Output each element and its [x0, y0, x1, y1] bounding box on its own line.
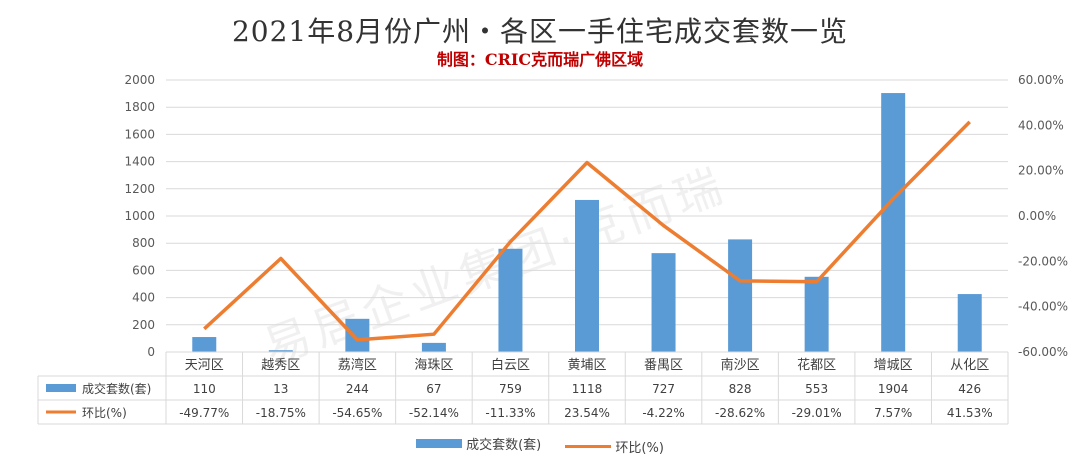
y-tick-label: 0: [147, 345, 155, 359]
x-tick-label: 黄埔区: [567, 358, 606, 373]
y-tick-label: 1000: [124, 209, 155, 223]
x-tick-label: 从化区: [950, 358, 989, 373]
y2-tick-label: 0.00%: [1018, 209, 1056, 223]
y2-tick-label: -60.00%: [1018, 345, 1068, 359]
bar: [575, 199, 599, 352]
x-tick-label: 增城区: [874, 358, 913, 373]
legend-bar: 成交套数(套): [416, 434, 541, 453]
table-cell: -11.33%: [485, 406, 535, 420]
x-tick-label: 越秀区: [261, 358, 300, 373]
table-cell: -28.62%: [715, 406, 765, 420]
y2-tick-label: -40.00%: [1018, 300, 1068, 314]
bar: [728, 239, 753, 352]
y2-tick-label: -20.00%: [1018, 254, 1068, 268]
y-tick-label: 1400: [124, 155, 155, 169]
table-cell: 41.53%: [947, 406, 993, 420]
y-tick-label: 800: [132, 236, 155, 250]
y-tick-label: 1200: [124, 182, 155, 196]
legend-line-label: 环比(%): [615, 441, 664, 456]
x-tick-label: 花都区: [797, 357, 836, 373]
table-row-header: 环比(%): [82, 406, 127, 420]
y2-tick-label: 40.00%: [1018, 118, 1064, 132]
x-tick-label: 南沙区: [721, 357, 760, 373]
legend-bar-label: 成交套数(套): [466, 438, 542, 453]
y-tick-label: 1600: [124, 127, 155, 141]
table-cell: 13: [273, 382, 288, 396]
table-cell: -4.22%: [642, 406, 684, 420]
y-tick-label: 1800: [124, 100, 155, 114]
y2-tick-label: 60.00%: [1018, 73, 1064, 87]
x-tick-label: 荔湾区: [338, 357, 377, 373]
table-cell: 110: [193, 382, 216, 396]
bar: [957, 294, 982, 352]
legend-bar-swatch: [416, 439, 463, 448]
bar: [421, 342, 446, 352]
y-tick-label: 200: [132, 318, 155, 332]
table-cell: 727: [652, 382, 675, 396]
bar: [498, 248, 523, 352]
series-line: [203, 120, 971, 342]
table-cell: 553: [805, 382, 828, 396]
bar: [804, 276, 829, 352]
table-cell: 7.57%: [874, 406, 912, 420]
y2-tick-label: 20.00%: [1018, 164, 1064, 178]
x-tick-label: 白云区: [491, 357, 530, 373]
table-cell: 828: [729, 382, 752, 396]
chart-title: 2021年8月份广州・各区一手住宅成交套数一览: [231, 15, 849, 48]
table-cell: 759: [499, 382, 522, 396]
table-cell: 1904: [878, 382, 909, 396]
bar: [268, 350, 293, 352]
table-row-header: 成交套数(套): [82, 381, 151, 396]
table-cell: -49.77%: [179, 406, 229, 420]
bar: [192, 337, 217, 352]
y-tick-label: 2000: [124, 73, 155, 87]
table-cell: 67: [426, 382, 441, 396]
table-cell: -54.65%: [332, 406, 382, 420]
bar: [881, 93, 906, 352]
table-cell: 244: [346, 382, 369, 396]
table-cell: 23.54%: [564, 406, 610, 420]
bar: [345, 318, 370, 352]
legend: 成交套数(套) 环比(%): [0, 434, 1080, 456]
table-cell: 426: [958, 382, 981, 396]
table-cell: -29.01%: [792, 406, 842, 420]
table-cell: -18.75%: [256, 406, 306, 420]
bar: [651, 253, 676, 352]
table-cell: -52.14%: [409, 406, 459, 420]
table-cell: 1118: [572, 382, 603, 396]
legend-line: 环比(%): [565, 437, 664, 456]
legend-line-swatch: [565, 445, 612, 448]
x-tick-label: 海珠区: [414, 358, 453, 373]
table-key-bar: [46, 384, 76, 392]
y-tick-label: 400: [132, 291, 155, 305]
x-tick-label: 天河区: [185, 358, 224, 373]
x-tick-label: 番禺区: [644, 358, 683, 373]
chart-subtitle: 制图：CRIC克而瑞广佛区域: [436, 50, 644, 69]
y-tick-label: 600: [132, 263, 155, 277]
